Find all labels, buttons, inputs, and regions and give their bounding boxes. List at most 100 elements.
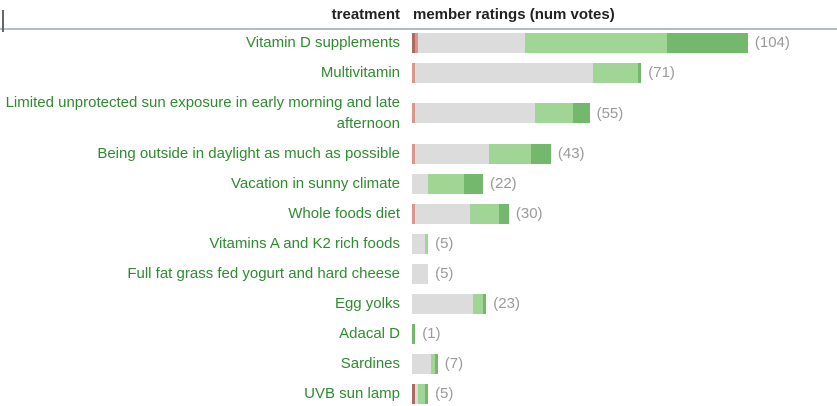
treatment-link[interactable]: Vitamin D supplements — [246, 34, 400, 51]
bar-segment-no-effect — [412, 293, 474, 314]
table-row: Vitamin D supplements (104) — [0, 32, 837, 53]
bar-area: (1) — [412, 323, 441, 344]
bar-area: (5) — [412, 383, 454, 404]
ratings-bar — [412, 383, 429, 404]
table-row: UVB sun lamp (5) — [0, 383, 837, 404]
treatment-link[interactable]: Sardines — [340, 355, 400, 372]
table-row: Whole foods diet (30) — [0, 203, 837, 224]
bar-segment-major-improvement — [412, 323, 416, 344]
treatment-link[interactable]: Adacal D — [339, 325, 400, 342]
bar-area: (55) — [412, 103, 623, 123]
vote-count: (5) — [435, 385, 454, 402]
vote-count: (55) — [596, 104, 624, 122]
ratings-bar — [412, 203, 509, 224]
bar-segment-slight-improvement — [534, 103, 574, 123]
treatment-link[interactable]: Being outside in daylight as much as pos… — [97, 145, 400, 162]
treatment-link[interactable]: Limited unprotected sun exposure in earl… — [5, 94, 400, 132]
bar-segment-no-effect — [415, 143, 490, 164]
bar-segment-worse — [412, 203, 416, 224]
bar-area: (30) — [412, 203, 543, 224]
ratings-bar — [412, 103, 590, 123]
ratings-bar — [412, 143, 551, 164]
ratings-bar — [412, 233, 429, 254]
bar-segment-no-effect — [415, 203, 471, 224]
bar-segment-slight-improvement — [473, 293, 484, 314]
bar-area: (43) — [412, 143, 585, 164]
bar-segment-no-effect — [412, 233, 425, 254]
bar-segment-slight-improvement — [424, 233, 429, 254]
ratings-bar — [412, 173, 483, 194]
bar-segment-no-effect — [415, 62, 593, 83]
bar-area: (22) — [412, 173, 517, 194]
treatment-link[interactable]: Full fat grass fed yogurt and hard chees… — [127, 265, 400, 282]
table-row: Egg yolks (23) — [0, 293, 837, 314]
bar-segment-worse — [412, 143, 416, 164]
bar-segment-major-improvement — [638, 62, 642, 83]
table-row: Vacation in sunny climate (22) — [0, 173, 837, 194]
vote-count: (43) — [557, 145, 585, 162]
bar-segment-worse — [412, 62, 416, 83]
ratings-bar — [412, 32, 748, 53]
vote-count: (23) — [493, 295, 520, 312]
vote-count: (22) — [489, 175, 517, 192]
ratings-bar — [412, 353, 438, 374]
ratings-bar — [412, 263, 429, 284]
table-row: Being outside in daylight as much as pos… — [0, 143, 837, 164]
bar-segment-major-improvement — [531, 143, 551, 164]
vote-count: (7) — [444, 355, 464, 372]
bar-segment-major-improvement — [667, 32, 748, 53]
vote-count: (30) — [515, 205, 543, 222]
vote-count: (71) — [648, 64, 675, 81]
bar-segment-slight-improvement — [431, 353, 435, 374]
table-header: treatment member ratings (num votes) — [0, 0, 837, 30]
table-row: Vitamins A and K2 rich foods (5) — [0, 233, 837, 254]
bar-segment-major-improvement — [434, 353, 438, 374]
bar-segment-worse — [412, 103, 416, 123]
vote-count: (104) — [754, 34, 790, 51]
table-row: Adacal D (1) — [0, 323, 837, 344]
bar-segment-no-effect — [415, 103, 535, 123]
treatment-link[interactable]: Egg yolks — [334, 295, 400, 312]
treatment-link[interactable]: UVB sun lamp — [304, 385, 400, 402]
treatment-link[interactable]: Vacation in sunny climate — [231, 175, 400, 192]
treatment-link[interactable]: Whole foods diet — [288, 205, 400, 222]
ratings-table: Vitamin D supplements (104) Multivitamin… — [0, 30, 837, 404]
bar-segment-slight-improvement — [418, 383, 425, 404]
bar-segment-no-effect — [412, 173, 429, 194]
bar-segment-major-improvement — [499, 203, 509, 224]
vote-count: (5) — [435, 265, 454, 282]
table-row: Sardines (7) — [0, 353, 837, 374]
bar-area: (7) — [412, 353, 464, 374]
table-row: Multivitamin (71) — [0, 62, 837, 83]
bar-segment-much-worse — [412, 32, 416, 53]
bar-area: (23) — [412, 293, 520, 314]
bar-area: (5) — [412, 263, 454, 284]
vote-count: (1) — [422, 325, 441, 342]
ratings-bar — [412, 293, 487, 314]
bar-segment-slight-improvement — [489, 143, 532, 164]
treatment-link[interactable]: Vitamins A and K2 rich foods — [209, 235, 400, 252]
ratings-bar — [412, 323, 416, 344]
bar-segment-no-effect — [412, 263, 429, 284]
bar-segment-much-worse — [412, 383, 416, 404]
column-header-ratings: member ratings (num votes) — [413, 6, 615, 23]
left-border-tick — [2, 10, 4, 32]
ratings-bar — [412, 62, 642, 83]
bar-area: (5) — [412, 233, 453, 254]
bar-segment-major-improvement — [424, 383, 429, 404]
bar-segment-major-improvement — [483, 293, 487, 314]
table-row: Full fat grass fed yogurt and hard chees… — [0, 263, 837, 284]
bar-segment-slight-improvement — [470, 203, 500, 224]
bar-segment-no-effect — [412, 353, 432, 374]
bar-area: (71) — [412, 62, 675, 83]
bar-segment-major-improvement — [573, 103, 590, 123]
table-row: Limited unprotected sun exposure in earl… — [0, 92, 837, 134]
bar-segment-slight-improvement — [428, 173, 464, 194]
column-header-treatment: treatment — [331, 6, 400, 23]
bar-segment-no-effect — [415, 383, 419, 404]
bar-area: (104) — [412, 32, 790, 53]
bar-segment-slight-improvement — [592, 62, 639, 83]
treatment-link[interactable]: Multivitamin — [320, 64, 400, 81]
bar-segment-slight-improvement — [524, 32, 668, 53]
bar-segment-major-improvement — [463, 173, 483, 194]
